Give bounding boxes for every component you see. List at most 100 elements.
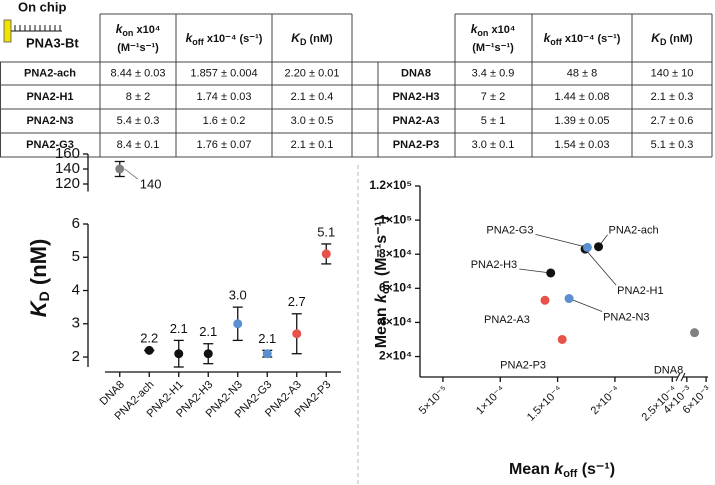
point	[546, 268, 556, 278]
y-tick-label: 4	[72, 281, 80, 298]
x-axis-label: Mean koff (s⁻¹)	[509, 461, 615, 480]
label-part: K	[26, 299, 51, 317]
point-label: PNA2-P3	[500, 359, 546, 371]
point-label: PNA2-G3	[486, 224, 533, 236]
point	[557, 334, 567, 344]
header-part: x10⁴	[133, 24, 160, 36]
label-part: on	[380, 280, 392, 294]
header: KD (nM)	[291, 31, 333, 47]
point	[690, 328, 700, 338]
point	[594, 242, 604, 252]
value-label: 2.1	[199, 324, 217, 339]
header: kon x10⁴	[116, 22, 161, 38]
cell: 3.4 ± 0.9	[472, 67, 515, 79]
header-part: k	[116, 22, 124, 36]
y-tick-label: 120	[55, 175, 80, 192]
label-part: off	[563, 468, 577, 480]
cell: 5.4 ± 0.3	[117, 115, 160, 127]
label-part: (M⁻¹s⁻¹)	[373, 216, 390, 281]
cell: 1.857 ± 0.004	[190, 67, 257, 79]
cell: 1.54 ± 0.03	[555, 139, 610, 151]
header-part: on	[477, 28, 488, 38]
value-label: 5.1	[317, 224, 335, 239]
header: (M⁻¹s⁻¹)	[472, 42, 514, 54]
cell: 1.44 ± 0.08	[555, 91, 610, 103]
point	[540, 295, 550, 305]
cell: 5 ± 1	[481, 115, 505, 127]
cell: 8.4 ± 0.1	[117, 139, 160, 151]
label-leader	[568, 298, 603, 312]
header-part: off	[192, 37, 204, 47]
row-name: PNA2-P3	[393, 139, 439, 151]
header-part: k	[186, 31, 194, 45]
strand-icon	[11, 25, 62, 32]
point	[564, 294, 574, 304]
point	[203, 349, 213, 359]
row-name: PNA2-N3	[26, 115, 73, 127]
point	[262, 349, 272, 359]
label-leader	[584, 248, 617, 286]
header: koff x10⁻⁴ (s⁻¹)	[186, 31, 263, 47]
header: (M⁻¹s⁻¹)	[117, 42, 159, 54]
cell: 1.39 ± 0.05	[555, 115, 610, 127]
cell: 3.0 ± 0.1	[472, 139, 515, 151]
cell: 8.44 ± 0.03	[111, 67, 166, 79]
label-part: Mean	[509, 461, 554, 478]
row-name: PNA2-ach	[24, 67, 76, 79]
point-label: PNA2-H1	[617, 285, 663, 297]
header-part: K	[291, 31, 301, 45]
header: koff x10⁻⁴ (s⁻¹)	[544, 31, 621, 47]
point-label: PNA2-A3	[484, 314, 530, 326]
y-axis-label: KD (nM)	[26, 239, 52, 318]
cell: 2.1 ± 0.4	[291, 91, 334, 103]
chip-icon	[3, 19, 12, 43]
value-label: 3.0	[229, 288, 247, 303]
row-name: PNA2-G3	[26, 139, 74, 151]
corner-title: On chip	[18, 0, 66, 14]
x-tick-label: 1×10⁻⁴	[474, 383, 508, 417]
cell: 2.20 ± 0.01	[285, 67, 340, 79]
header: kon x10⁴	[471, 22, 516, 38]
corner-label: PNA3-Bt	[26, 35, 79, 50]
cell: 3.0 ± 0.5	[291, 115, 334, 127]
x-tick-label: 5×10⁻⁵	[417, 384, 450, 417]
header-part: D	[300, 37, 307, 47]
cell: 2.7 ± 0.6	[651, 115, 694, 127]
point	[174, 349, 184, 359]
header-part: on	[122, 28, 133, 38]
header-part: x10⁴	[488, 24, 515, 36]
point-label: PNA2-H3	[471, 259, 517, 271]
cell: 1.6 ± 0.2	[203, 115, 246, 127]
point	[321, 249, 331, 259]
point-label: DNA8	[654, 365, 683, 377]
row-name: PNA2-A3	[392, 115, 439, 127]
x-tick-label: 1.5×10⁻⁴	[525, 383, 565, 423]
cell: 7 ± 2	[481, 91, 505, 103]
cell: 2.1 ± 0.1	[291, 139, 334, 151]
header-part: K	[651, 31, 661, 45]
y-tick-label: 3	[72, 315, 80, 332]
cell: 48 ± 8	[567, 67, 598, 79]
label-leader	[535, 234, 588, 248]
header-part: D	[660, 37, 667, 47]
label-part: k	[373, 293, 390, 303]
point-label: PNA2-N3	[603, 311, 649, 323]
label-part: (nM)	[26, 239, 51, 292]
cell: 5.1 ± 0.3	[651, 139, 694, 151]
cell: 1.74 ± 0.03	[197, 91, 252, 103]
point	[233, 319, 243, 329]
y-tick-label: 6×10⁴	[379, 280, 412, 294]
header-part: x10⁻⁴ (s⁻¹)	[204, 33, 263, 45]
y-tick-label: 6	[72, 215, 80, 232]
label-part: k	[554, 461, 564, 478]
label-part: (s⁻¹)	[577, 461, 615, 478]
label-part: Mean	[373, 303, 390, 348]
header-part: x10⁻⁴ (s⁻¹)	[562, 33, 621, 45]
y-tick-label: 1.2×10⁵	[369, 178, 412, 192]
y-tick-label: 2×10⁴	[379, 349, 412, 363]
y-tick-label: 5	[72, 248, 80, 265]
y-tick-label: 160	[55, 145, 80, 162]
value-label: 2.2	[140, 330, 158, 345]
row-name: PNA2-H1	[26, 91, 73, 103]
